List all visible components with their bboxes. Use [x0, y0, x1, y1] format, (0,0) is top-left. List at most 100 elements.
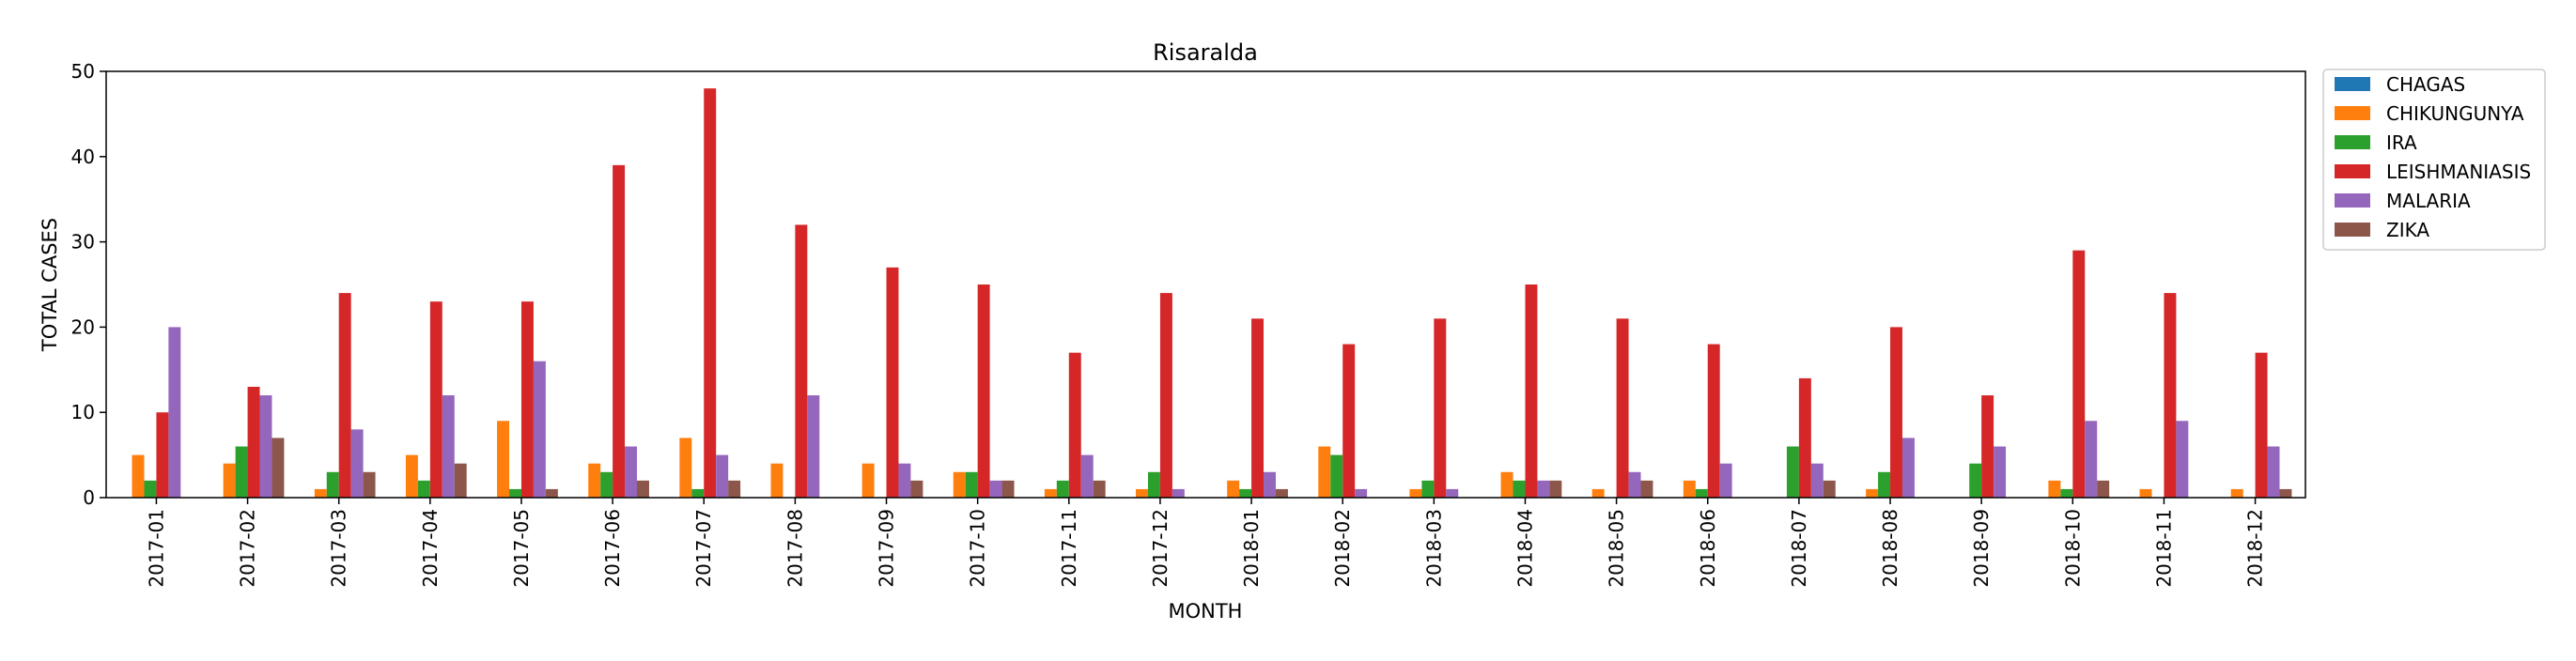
y-axis-label: TOTAL CASES — [39, 218, 61, 352]
bar-zika-2017-03 — [363, 471, 376, 498]
bar-leishmaniasis-2017-01 — [156, 412, 169, 498]
legend-swatch-malaria — [2335, 193, 2370, 208]
bar-malaria-2017-11 — [1080, 454, 1094, 498]
bar-chikungunya-2018-10 — [2048, 480, 2061, 498]
bar-chikungunya-2017-08 — [770, 463, 784, 498]
bar-chikungunya-2017-09 — [861, 463, 875, 498]
x-tick-label: 2017-07 — [692, 509, 715, 588]
bar-ira-2017-10 — [965, 471, 978, 498]
bar-ira-2018-04 — [1513, 480, 1526, 498]
bar-chikungunya-2018-08 — [1866, 488, 1879, 498]
bar-leishmaniasis-2017-03 — [338, 293, 351, 498]
bar-ira-2017-01 — [144, 480, 157, 498]
bar-ira-2017-06 — [600, 471, 613, 498]
bar-chikungunya-2017-07 — [679, 438, 692, 498]
bar-malaria-2017-05 — [533, 361, 546, 498]
bar-chikungunya-2017-11 — [1044, 488, 1057, 498]
bar-zika-2017-05 — [545, 488, 558, 498]
bar-leishmaniasis-2017-12 — [1159, 293, 1172, 498]
bar-chikungunya-2017-10 — [953, 471, 966, 498]
bar-zika-2018-05 — [1640, 480, 1653, 498]
bar-ira-2017-12 — [1147, 471, 1160, 498]
bar-ira-2018-03 — [1421, 480, 1435, 498]
bar-malaria-2017-01 — [168, 327, 181, 498]
y-tick-label: 0 — [83, 486, 95, 509]
x-tick-label: 2018-11 — [2152, 509, 2175, 588]
bar-malaria-2018-01 — [1264, 471, 1276, 498]
bar-ira-2018-01 — [1239, 488, 1252, 498]
x-tick-label: 2018-08 — [1879, 509, 1901, 588]
bar-leishmaniasis-2018-06 — [1707, 344, 1720, 498]
bar-zika-2018-10 — [2097, 480, 2110, 498]
legend-swatch-ira — [2335, 135, 2370, 149]
bar-leishmaniasis-2018-02 — [1342, 344, 1356, 498]
bar-zika-2017-02 — [272, 438, 285, 498]
bar-chikungunya-2017-05 — [497, 421, 510, 498]
x-tick-label: 2018-02 — [1331, 509, 1354, 588]
x-tick-label: 2017-02 — [237, 509, 259, 588]
legend-label-chagas: CHAGAS — [2386, 73, 2465, 96]
bar-ira-2018-10 — [2060, 488, 2073, 498]
legend-swatch-chikungunya — [2335, 106, 2370, 120]
bar-ira-2018-06 — [1695, 488, 1708, 498]
bar-chikungunya-2017-01 — [132, 454, 145, 498]
x-tick-label: 2018-06 — [1697, 509, 1719, 588]
bar-malaria-2018-05 — [1628, 471, 1641, 498]
x-tick-label: 2017-09 — [876, 509, 898, 588]
legend-swatch-chagas — [2335, 77, 2370, 91]
x-tick-label: 2018-05 — [1606, 509, 1628, 588]
bar-ira-2017-05 — [509, 488, 521, 498]
bar-leishmaniasis-2017-09 — [886, 267, 899, 498]
y-tick-label: 50 — [71, 60, 95, 83]
bar-zika-2018-04 — [1549, 480, 1562, 498]
y-tick-label: 30 — [71, 231, 95, 254]
bar-zika-2017-11 — [1093, 480, 1106, 498]
bar-chikungunya-2018-11 — [2139, 488, 2152, 498]
x-axis-label: MONTH — [1169, 600, 1243, 623]
bar-chikungunya-2018-05 — [1591, 488, 1605, 498]
bar-chikungunya-2018-01 — [1227, 480, 1240, 498]
bar-malaria-2018-06 — [1719, 463, 1732, 498]
bar-ira-2018-08 — [1878, 471, 1891, 498]
legend-frame — [2322, 69, 2546, 251]
bar-leishmaniasis-2017-05 — [520, 301, 534, 498]
bar-chikungunya-2017-06 — [588, 463, 601, 498]
x-tick-label: 2018-07 — [1788, 509, 1810, 588]
bar-chikungunya-2018-12 — [2230, 488, 2243, 498]
legend-label-zika: ZIKA — [2386, 219, 2429, 241]
bar-zika-2018-12 — [2279, 488, 2292, 498]
x-tick-label: 2018-01 — [1240, 509, 1263, 588]
y-tick-label: 40 — [71, 146, 95, 168]
bar-zika-2017-10 — [1001, 480, 1015, 498]
bar-chikungunya-2018-06 — [1683, 480, 1696, 498]
legend: CHAGAS CHIKUNGUNYA IRA LEISHMANIASIS MALARIA… — [2322, 69, 2546, 251]
bar-malaria-2017-02 — [259, 395, 272, 498]
bar-leishmaniasis-2018-08 — [1890, 327, 1902, 498]
x-tick-label: 2017-12 — [1149, 509, 1172, 588]
legend-swatch-leishmaniasis — [2335, 164, 2370, 178]
bar-chikungunya-2017-03 — [314, 488, 327, 498]
plot-frame — [105, 70, 2306, 499]
bar-malaria-2017-08 — [807, 395, 820, 498]
bar-chikungunya-2017-02 — [223, 463, 236, 498]
bar-malaria-2018-08 — [1901, 438, 1915, 498]
bar-malaria-2017-07 — [716, 454, 729, 498]
bar-malaria-2018-12 — [2267, 446, 2280, 498]
y-axis: 0 10 20 30 40 50 — [71, 60, 106, 509]
x-tick-label: 2018-12 — [2244, 509, 2267, 588]
bar-chikungunya-2017-04 — [405, 454, 418, 498]
legend-label-chikungunya: CHIKUNGUNYA — [2386, 102, 2524, 125]
bar-leishmaniasis-2017-04 — [429, 301, 442, 498]
bar-leishmaniasis-2018-10 — [2072, 250, 2086, 498]
bar-leishmaniasis-2018-01 — [1251, 318, 1265, 498]
legend-label-ira: IRA — [2386, 131, 2417, 154]
bar-malaria-2018-09 — [1994, 446, 2007, 498]
bar-leishmaniasis-2017-02 — [247, 386, 260, 498]
bar-malaria-2018-03 — [1446, 488, 1459, 498]
x-tick-label: 2017-06 — [601, 509, 624, 588]
chart-title: Risaralda — [1153, 39, 1258, 66]
bar-zika-2017-09 — [910, 480, 923, 498]
legend-swatch-zika — [2335, 223, 2370, 237]
legend-label-malaria: MALARIA — [2386, 190, 2471, 212]
bar-malaria-2017-03 — [350, 429, 364, 498]
